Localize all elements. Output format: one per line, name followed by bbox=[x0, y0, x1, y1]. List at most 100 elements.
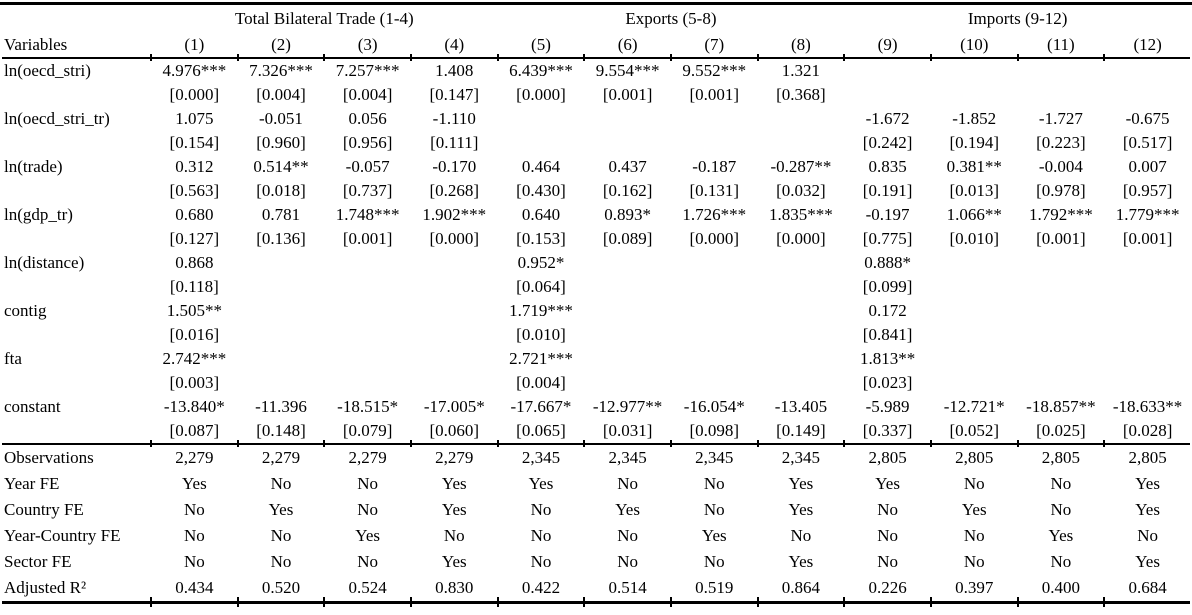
coef-cell: 1.779*** bbox=[1115, 205, 1180, 224]
footer-value: No bbox=[963, 552, 985, 571]
footer-value: Yes bbox=[788, 552, 814, 571]
pval-cell: [0.018] bbox=[256, 181, 306, 200]
coef-cell: 1.813** bbox=[859, 349, 916, 368]
footer-value: 0.519 bbox=[671, 575, 759, 607]
pval-cell bbox=[672, 371, 757, 395]
footer-value: 2,345 bbox=[695, 448, 734, 467]
pval-cell: [0.127] bbox=[169, 229, 220, 248]
pval-cell: [0.087] bbox=[152, 419, 239, 447]
pval-row: [0.000] [0.004] [0.004] [0.147] [0.000] [0.00… bbox=[2, 83, 1190, 107]
coef-row: constant -13.840* -11.396 -18.515* -17.005* -… bbox=[2, 395, 1190, 419]
pval-cell: [0.223] bbox=[1036, 133, 1086, 152]
pval-row: [0.154] [0.960] [0.956] [0.111] [0.242] [0.19… bbox=[2, 131, 1190, 155]
coef-cell: 1.505** bbox=[166, 301, 222, 320]
pval-spacer bbox=[2, 179, 150, 203]
coef-cell: 0.312 bbox=[175, 157, 214, 176]
column-header: (4) bbox=[411, 32, 499, 61]
footer-value: Yes bbox=[961, 500, 987, 519]
pval-cell bbox=[1105, 83, 1190, 107]
footer-value: No bbox=[270, 526, 292, 545]
coef-cell bbox=[585, 107, 670, 131]
column-number-row: Variables (1) (2) (3) (4) (5) (6) (7) (8) (9) (10)… bbox=[2, 32, 1190, 61]
footer-value: 2,805 bbox=[1128, 448, 1167, 467]
footer-value: No bbox=[877, 500, 898, 519]
pval-cell bbox=[759, 275, 844, 299]
pval-cell: [0.065] bbox=[498, 419, 585, 447]
pval-cell: [0.010] bbox=[516, 325, 566, 344]
footer-value: Yes bbox=[615, 500, 640, 519]
pval-cell bbox=[585, 371, 670, 395]
coef-cell bbox=[239, 299, 324, 323]
variable-name: ln(oecd_stri_tr) bbox=[4, 109, 110, 128]
coef-cell: 7.326*** bbox=[249, 61, 313, 80]
column-header: (1) bbox=[152, 32, 239, 61]
pval-cell: [0.001] bbox=[602, 85, 653, 104]
footer-value: 0.684 bbox=[1105, 575, 1190, 604]
coef-cell: -1.727 bbox=[1038, 109, 1083, 128]
coef-cell: 0.007 bbox=[1128, 157, 1167, 176]
coef-cell bbox=[325, 299, 410, 323]
pval-cell bbox=[325, 323, 410, 347]
coef-cell: 2.742*** bbox=[162, 349, 227, 368]
pval-cell bbox=[932, 371, 1017, 395]
pval-cell: [0.131] bbox=[689, 181, 740, 200]
pval-cell: [0.430] bbox=[516, 181, 566, 200]
pval-cell: [0.000] bbox=[776, 229, 826, 248]
table-footer: Observations 2,279 2,279 2,279 2,279 2,345 2,3… bbox=[2, 445, 1190, 607]
group-header: Exports (5-8) bbox=[625, 8, 717, 28]
pval-cell bbox=[1019, 371, 1104, 395]
footer-value: No bbox=[617, 474, 638, 493]
coef-row: contig 1.505** 1.719*** 0.172 bbox=[2, 299, 1190, 323]
pval-cell bbox=[1105, 371, 1190, 395]
pval-cell bbox=[1105, 275, 1190, 299]
coef-cell bbox=[1105, 299, 1190, 323]
coef-cell: -11.396 bbox=[255, 397, 307, 416]
coef-cell: 0.464 bbox=[521, 157, 561, 176]
pval-cell bbox=[845, 83, 930, 107]
footer-row: Observations 2,279 2,279 2,279 2,279 2,345 2,3… bbox=[2, 445, 1190, 471]
pval-cell bbox=[585, 323, 670, 347]
pval-spacer bbox=[2, 83, 150, 107]
pval-spacer bbox=[2, 323, 150, 347]
pval-cell bbox=[412, 323, 497, 347]
footer-label: Country FE bbox=[4, 500, 84, 519]
pval-cell bbox=[1019, 275, 1104, 299]
footer-value: Yes bbox=[268, 500, 294, 519]
coef-cell bbox=[1105, 59, 1190, 83]
coef-cell bbox=[412, 251, 497, 275]
pval-cell: [0.001] bbox=[689, 85, 740, 104]
pval-cell bbox=[412, 275, 497, 299]
column-header: (9) bbox=[845, 32, 932, 61]
pval-cell: [0.001] bbox=[1122, 229, 1173, 248]
coef-cell: 0.172 bbox=[868, 301, 907, 320]
coef-cell: -0.287** bbox=[770, 157, 832, 176]
coef-cell: 1.726*** bbox=[682, 205, 747, 224]
pval-cell: [0.079] bbox=[325, 419, 412, 447]
pval-cell: [0.737] bbox=[342, 181, 393, 200]
column-header: (10) bbox=[931, 32, 1019, 61]
footer-value: No bbox=[183, 526, 205, 545]
coef-cell: 1.792*** bbox=[1029, 205, 1093, 224]
footer-value: No bbox=[270, 474, 292, 493]
coef-cell bbox=[325, 251, 410, 275]
footer-value: 2,805 bbox=[955, 448, 994, 467]
pval-row: [0.127] [0.136] [0.001] [0.000] [0.153] [0.08… bbox=[2, 227, 1190, 251]
variable-name: constant bbox=[4, 397, 61, 416]
coef-cell: 0.893* bbox=[604, 205, 651, 224]
pval-cell: [0.000] bbox=[169, 85, 220, 104]
pval-cell bbox=[325, 371, 410, 395]
pval-cell: [0.089] bbox=[602, 229, 653, 248]
footer-value: 2,279 bbox=[348, 448, 387, 467]
coef-cell: 9.554*** bbox=[595, 61, 660, 80]
pval-cell bbox=[412, 371, 497, 395]
column-header: (6) bbox=[585, 32, 672, 61]
pval-row: [0.016] [0.010] [0.841] bbox=[2, 323, 1190, 347]
column-header: (2) bbox=[238, 32, 325, 61]
pval-cell bbox=[239, 323, 324, 347]
coef-cell: -1.110 bbox=[432, 109, 476, 128]
pval-cell: [0.003] bbox=[169, 373, 220, 392]
coef-cell bbox=[585, 299, 670, 323]
footer-value: No bbox=[877, 526, 898, 545]
footer-value: 2,279 bbox=[175, 448, 214, 467]
